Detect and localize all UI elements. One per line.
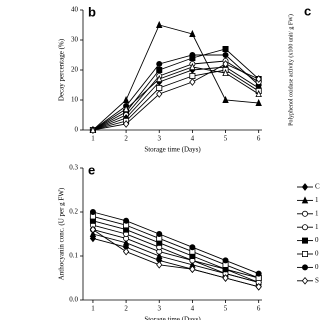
legend-label: 1 bbox=[315, 196, 319, 204]
marker bbox=[89, 229, 97, 238]
x-tick-label: 6 bbox=[257, 305, 261, 313]
marker bbox=[122, 238, 130, 246]
series-line bbox=[92, 233, 259, 283]
marker bbox=[123, 217, 130, 224]
marker bbox=[255, 75, 262, 83]
marker bbox=[222, 52, 229, 59]
x-tick-label: 3 bbox=[157, 305, 161, 313]
panel-label: c bbox=[304, 3, 311, 18]
y-tick-label: 0.2 bbox=[69, 208, 78, 216]
marker bbox=[222, 68, 229, 76]
y-axis-label: Decay percentage (%) bbox=[58, 38, 66, 101]
legend-label: 0 bbox=[315, 236, 319, 244]
y-tick-label: 0.0 bbox=[69, 296, 78, 304]
x-tick-label: 5 bbox=[224, 305, 228, 313]
legend-label: S bbox=[315, 276, 319, 284]
marker bbox=[222, 257, 229, 264]
legend-label: C bbox=[315, 183, 320, 191]
marker bbox=[156, 260, 163, 269]
series-line bbox=[92, 220, 259, 279]
x-tick-label: 4 bbox=[191, 135, 195, 143]
marker bbox=[89, 125, 97, 134]
marker bbox=[222, 60, 229, 68]
x-tick-label: 1 bbox=[91, 305, 95, 313]
marker bbox=[156, 251, 163, 260]
marker bbox=[301, 224, 308, 231]
series-line bbox=[92, 54, 259, 131]
marker bbox=[189, 78, 196, 86]
marker bbox=[156, 61, 163, 68]
y-tick-label: 0 bbox=[75, 126, 79, 134]
series-line bbox=[92, 24, 259, 131]
marker bbox=[301, 210, 308, 217]
y-tick-label: 0.3 bbox=[69, 164, 78, 172]
marker bbox=[156, 85, 163, 92]
legend-label: 0 bbox=[315, 263, 319, 271]
x-axis-label: Storage time (Days) bbox=[144, 146, 201, 154]
marker bbox=[156, 67, 163, 74]
marker bbox=[156, 90, 163, 98]
marker bbox=[255, 98, 262, 106]
legend-label: 1 bbox=[315, 209, 319, 217]
x-tick-label: 2 bbox=[124, 305, 128, 313]
marker bbox=[122, 104, 130, 112]
marker bbox=[301, 276, 309, 285]
series-line bbox=[92, 215, 259, 279]
marker bbox=[156, 20, 163, 29]
marker bbox=[255, 282, 262, 291]
x-tick-label: 5 bbox=[224, 135, 228, 143]
legend-label: 0 bbox=[315, 250, 319, 258]
marker bbox=[255, 270, 262, 277]
marker bbox=[189, 55, 196, 62]
panel-label: b bbox=[88, 4, 96, 19]
y-tick-label: 20 bbox=[71, 66, 79, 74]
series-line bbox=[92, 69, 259, 131]
marker bbox=[222, 95, 229, 103]
marker bbox=[222, 46, 229, 53]
series-line bbox=[92, 60, 259, 131]
series-line bbox=[92, 229, 259, 288]
marker bbox=[122, 95, 130, 103]
marker bbox=[156, 230, 163, 237]
marker bbox=[189, 244, 196, 251]
marker bbox=[189, 62, 196, 70]
marker bbox=[301, 264, 308, 271]
x-tick-label: 3 bbox=[157, 135, 161, 143]
y-axis-label: Polyphenol oxidase activity (x100 unit/ … bbox=[287, 14, 294, 126]
series-line bbox=[92, 66, 259, 131]
marker bbox=[189, 73, 196, 80]
series-line bbox=[92, 211, 259, 275]
marker bbox=[222, 274, 229, 282]
marker bbox=[301, 183, 309, 191]
x-tick-label: 4 bbox=[191, 305, 195, 313]
x-tick-label: 2 bbox=[124, 135, 128, 143]
y-axis-label: Anthocyanin conc. (U per g FW) bbox=[58, 187, 66, 280]
marker bbox=[156, 74, 163, 82]
x-tick-label: 6 bbox=[257, 135, 261, 143]
marker bbox=[301, 196, 309, 204]
y-tick-label: 0.1 bbox=[69, 252, 78, 260]
panel-label: e bbox=[88, 162, 95, 177]
x-tick-label: 1 bbox=[91, 135, 95, 143]
marker bbox=[122, 120, 130, 128]
y-tick-label: 30 bbox=[71, 36, 79, 44]
x-axis-label: Storage time (Days) bbox=[144, 316, 201, 320]
marker bbox=[89, 225, 97, 234]
legend-label: 1 bbox=[315, 223, 319, 231]
marker bbox=[301, 250, 308, 257]
y-tick-label: 40 bbox=[71, 6, 79, 14]
series-line bbox=[92, 224, 259, 283]
marker bbox=[122, 247, 130, 256]
series-line bbox=[92, 66, 259, 131]
marker bbox=[189, 265, 196, 274]
marker bbox=[189, 29, 196, 37]
marker bbox=[255, 89, 262, 97]
marker bbox=[89, 208, 96, 215]
y-tick-label: 10 bbox=[71, 96, 79, 104]
series-line bbox=[92, 48, 259, 131]
series-line bbox=[92, 63, 259, 131]
series-line bbox=[92, 229, 259, 283]
marker bbox=[301, 237, 308, 244]
